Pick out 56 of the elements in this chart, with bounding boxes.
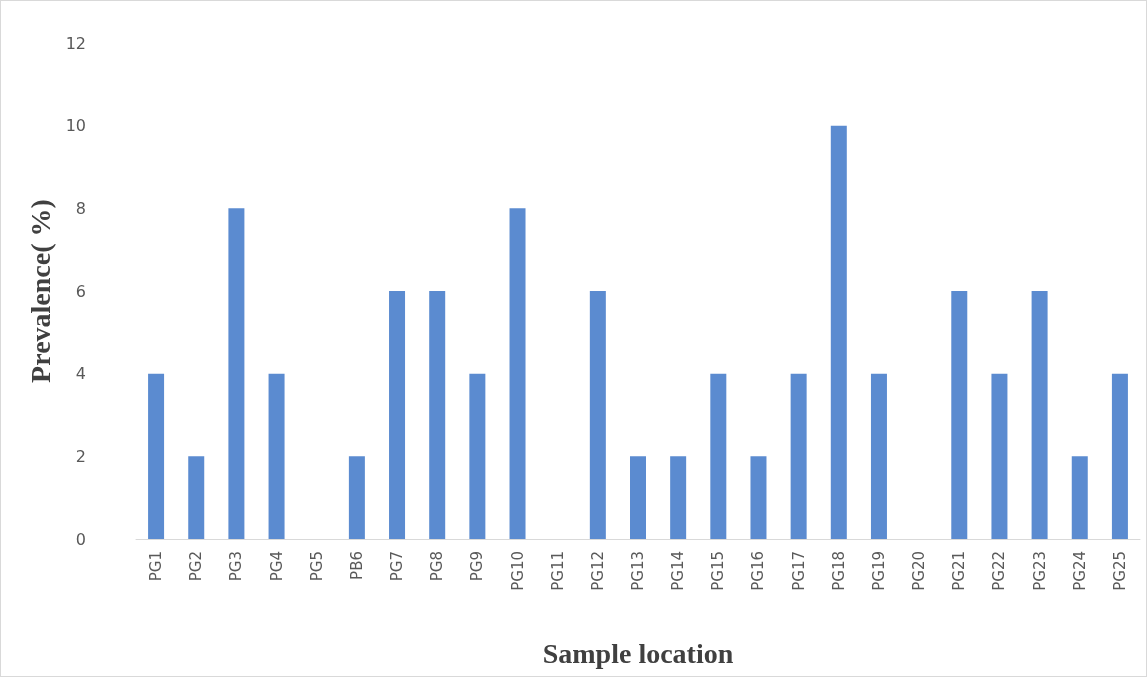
bar bbox=[228, 208, 245, 539]
x-tick-label: PG4 bbox=[267, 551, 286, 582]
x-tick-label: PG15 bbox=[709, 551, 728, 591]
x-tick-label: PG13 bbox=[629, 551, 647, 591]
bar bbox=[589, 291, 606, 539]
bar bbox=[268, 373, 285, 539]
x-tick-label: PG17 bbox=[789, 551, 808, 591]
bar bbox=[951, 291, 968, 539]
y-tick-label: 2 bbox=[75, 446, 86, 466]
bar bbox=[1031, 291, 1048, 539]
bar bbox=[830, 125, 847, 539]
y-tick-label: 6 bbox=[75, 281, 86, 301]
x-tick-label: PG7 bbox=[388, 551, 407, 582]
x-tick-label: PG3 bbox=[227, 551, 246, 582]
bar bbox=[750, 456, 767, 539]
x-tick-label: PG20 bbox=[910, 551, 929, 591]
bar bbox=[790, 373, 807, 539]
y-tick-label: 10 bbox=[65, 116, 86, 136]
bar bbox=[710, 373, 727, 539]
x-tick-label: PG1 bbox=[147, 551, 166, 582]
y-tick-label: 8 bbox=[75, 198, 86, 218]
x-tick-label: PG23 bbox=[1030, 551, 1049, 591]
bar bbox=[1111, 373, 1128, 539]
x-tick-label: PG2 bbox=[187, 551, 206, 582]
x-tick-label: PG12 bbox=[588, 551, 607, 591]
bar bbox=[389, 291, 406, 539]
x-tick-label: PB6 bbox=[347, 551, 366, 580]
x-tick-label: PG9 bbox=[468, 551, 487, 582]
x-tick-label: PG18 bbox=[829, 551, 848, 591]
bar bbox=[509, 208, 526, 539]
bar bbox=[991, 373, 1008, 539]
x-tick-label: PG8 bbox=[428, 551, 447, 582]
bar bbox=[469, 373, 486, 539]
bar bbox=[630, 456, 646, 539]
bar bbox=[670, 456, 687, 539]
x-tick-label: PG21 bbox=[950, 551, 969, 591]
bar bbox=[870, 373, 887, 539]
bar bbox=[1071, 456, 1088, 539]
x-tick-label: PG10 bbox=[508, 551, 527, 591]
y-tick-label: 0 bbox=[75, 529, 86, 549]
x-axis-title: Sample location bbox=[542, 637, 734, 669]
y-tick-label: 4 bbox=[75, 364, 86, 384]
bar bbox=[148, 373, 165, 539]
y-axis-title: Prevalence( %) bbox=[25, 199, 57, 383]
x-tick-label: PG16 bbox=[749, 551, 768, 591]
x-tick-label: PG11 bbox=[548, 551, 567, 591]
bar bbox=[188, 456, 205, 539]
x-tick-label: PG5 bbox=[307, 551, 326, 582]
x-tick-label: PG25 bbox=[1110, 551, 1129, 591]
x-tick-label: PG14 bbox=[669, 551, 688, 591]
bar bbox=[429, 291, 446, 539]
x-tick-label: PG19 bbox=[869, 551, 888, 591]
x-tick-label: PG24 bbox=[1070, 551, 1089, 591]
bar bbox=[348, 456, 365, 539]
x-tick-label: PG22 bbox=[990, 551, 1009, 591]
y-tick-label: 12 bbox=[65, 33, 86, 53]
